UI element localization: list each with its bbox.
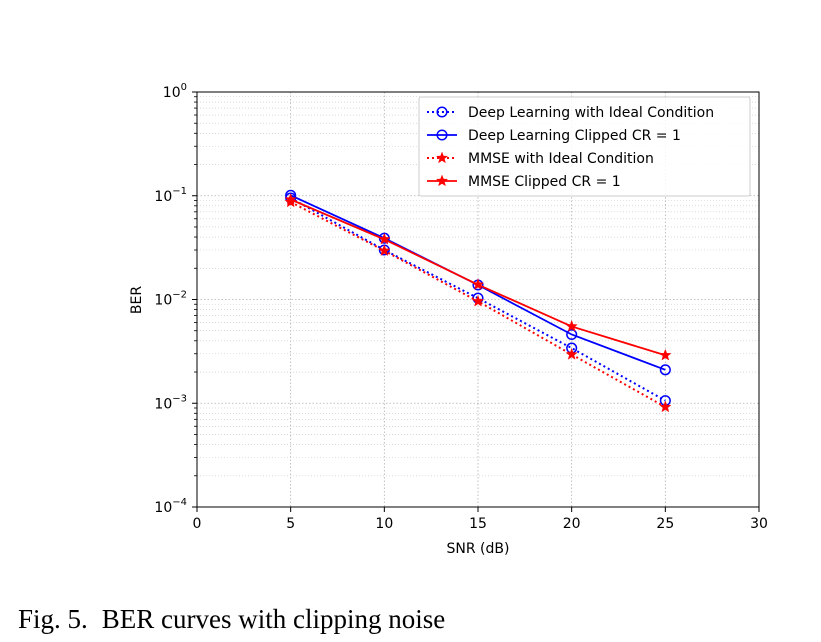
legend-label: Deep Learning Clipped CR = 1: [468, 128, 681, 144]
legend-marker: [436, 106, 448, 118]
legend-label: MMSE with Ideal Condition: [468, 151, 654, 167]
x-tick-label: 25: [656, 516, 674, 532]
y-axis-label: BER: [129, 286, 145, 314]
legend-label: Deep Learning with Ideal Condition: [468, 105, 714, 121]
ber-chart: 0 5 10 15 20 25 30 100 10−1 10−2 10−3 10−4 SNR (dB)…: [129, 82, 768, 557]
series-4: [284, 192, 672, 361]
legend: Deep Learning with Ideal Condition Deep L…: [418, 96, 751, 197]
legend-marker: [435, 174, 449, 187]
x-tick-label: 20: [563, 516, 581, 532]
x-axis-label: SNR (dB): [447, 541, 510, 557]
data-series: [284, 189, 672, 413]
legend-label: MMSE Clipped CR = 1: [468, 174, 621, 190]
star-marker: [378, 232, 391, 245]
legend-item-1: Deep Learning with Ideal Condition: [427, 105, 714, 121]
circle-marker: [659, 364, 671, 376]
y-tick-label: 10−2: [154, 290, 187, 309]
series-line: [290, 197, 666, 402]
caption-label: Fig. 5.: [18, 604, 88, 634]
legend-item-4: MMSE Clipped CR = 1: [427, 174, 621, 190]
star-marker: [471, 278, 485, 290]
star-marker: [471, 294, 485, 307]
legend-item-3: MMSE with Ideal Condition: [427, 151, 654, 167]
legend-marker: [435, 151, 449, 164]
y-tick-label: 10−3: [154, 393, 187, 412]
x-tick-label: 10: [375, 516, 393, 532]
x-tick-label: 15: [469, 516, 487, 532]
circle-marker: [566, 328, 578, 341]
star-marker: [565, 319, 578, 332]
axis-ticks: 0 5 10 15 20 25 30 100 10−1 10−2 10−3 10−4: [154, 82, 767, 532]
legend-marker: [436, 129, 448, 141]
y-tick-label: 10−4: [154, 497, 187, 516]
star-marker: [284, 192, 297, 205]
x-tick-label: 5: [286, 516, 295, 532]
legend-item-2: Deep Learning Clipped CR = 1: [427, 128, 681, 144]
star-marker: [659, 400, 672, 413]
y-tick-label: 10−1: [154, 186, 187, 205]
series-line: [290, 201, 666, 408]
star-marker: [659, 348, 672, 361]
star-marker: [378, 244, 391, 257]
y-tick-label: 100: [163, 82, 187, 101]
caption-text: BER curves with clipping noise: [101, 604, 446, 634]
series-3: [284, 195, 672, 413]
x-tick-label: 30: [750, 516, 768, 532]
figure-caption: Fig. 5. BER curves with clipping noise: [18, 604, 445, 635]
legend-box: [418, 96, 751, 197]
x-tick-label: 0: [193, 516, 202, 532]
star-marker: [565, 347, 578, 360]
